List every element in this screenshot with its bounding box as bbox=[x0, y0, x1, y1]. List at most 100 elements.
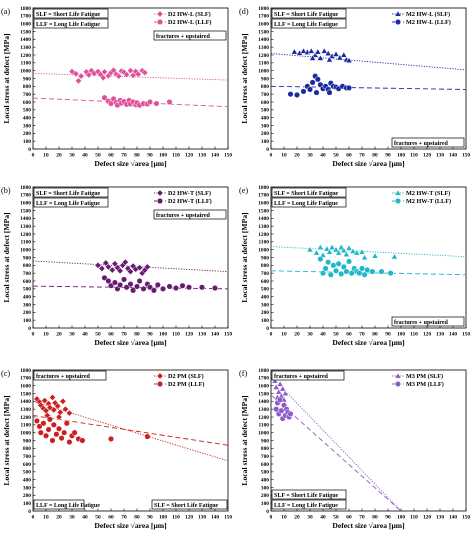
data-point bbox=[343, 268, 350, 275]
y-tick-label: 400 bbox=[23, 477, 31, 483]
y-axis-label: Local stress at defect [MPa] bbox=[2, 395, 11, 485]
y-tick-label: 1300 bbox=[20, 224, 31, 230]
y-axis-label: Local stress at defect [MPa] bbox=[240, 395, 249, 485]
data-point bbox=[371, 252, 379, 259]
y-tick-label: 1000 bbox=[20, 247, 31, 253]
data-point bbox=[154, 281, 161, 288]
data-point bbox=[141, 69, 149, 77]
data-point bbox=[293, 91, 301, 98]
x-tick-label: 10 bbox=[281, 515, 287, 521]
data-point bbox=[127, 268, 134, 276]
y-tick-label: 400 bbox=[261, 294, 269, 300]
x-tick-label: 10 bbox=[281, 332, 287, 338]
x-tick-label: 30 bbox=[307, 153, 313, 159]
x-tick-label: 110 bbox=[410, 515, 418, 521]
x-tick-label: 140 bbox=[211, 332, 219, 338]
data-point bbox=[172, 285, 180, 292]
trend-line bbox=[271, 375, 402, 511]
data-point bbox=[59, 397, 67, 405]
x-tick-label: 40 bbox=[82, 332, 88, 338]
legend-label: M2 HW-L (SLF) bbox=[406, 11, 450, 18]
x-tick-label: 140 bbox=[211, 515, 219, 521]
x-tick-label: 100 bbox=[159, 515, 167, 521]
data-point bbox=[85, 71, 93, 79]
note-box bbox=[33, 499, 85, 510]
legend: D2 HW-L (SLF)D2 HW-L (LLF) bbox=[154, 10, 211, 26]
x-tick-label: 0 bbox=[32, 153, 35, 159]
y-tick-label: 1400 bbox=[20, 37, 31, 43]
data-point bbox=[94, 261, 102, 269]
data-point bbox=[98, 265, 106, 272]
data-point bbox=[136, 264, 144, 272]
data-point bbox=[46, 404, 54, 412]
note-box bbox=[151, 499, 228, 510]
legend-marker bbox=[394, 372, 402, 379]
data-point bbox=[322, 265, 329, 272]
x-tick-label: 10 bbox=[43, 515, 49, 521]
data-point bbox=[50, 421, 57, 428]
data-point bbox=[144, 433, 151, 440]
data-point bbox=[49, 393, 56, 401]
y-tick-label: 100 bbox=[261, 318, 269, 324]
data-point bbox=[349, 247, 357, 254]
legend-marker bbox=[394, 189, 402, 196]
data-series bbox=[101, 274, 219, 294]
data-point bbox=[345, 258, 353, 265]
x-tick-label: 30 bbox=[69, 332, 75, 338]
y-tick-label: 900 bbox=[23, 438, 31, 444]
data-point bbox=[281, 389, 289, 397]
data-point bbox=[358, 265, 366, 272]
x-tick-label: 100 bbox=[159, 332, 167, 338]
x-tick-label: 30 bbox=[69, 153, 75, 159]
data-point bbox=[327, 271, 334, 278]
y-tick-label: 1600 bbox=[20, 21, 31, 27]
data-point bbox=[309, 79, 316, 86]
data-point bbox=[179, 282, 186, 289]
data-point bbox=[134, 70, 142, 78]
data-point bbox=[330, 262, 337, 269]
y-tick-label: 1700 bbox=[20, 376, 31, 382]
x-tick-label: 0 bbox=[270, 332, 273, 338]
data-point bbox=[72, 70, 80, 78]
data-point bbox=[104, 263, 112, 271]
data-point bbox=[62, 405, 69, 413]
data-point bbox=[77, 72, 85, 80]
x-tick-label: 10 bbox=[43, 332, 49, 338]
y-tick-label: 600 bbox=[261, 279, 269, 285]
llf-note: LLF = Long Life Fatigue bbox=[36, 22, 100, 28]
data-point bbox=[325, 56, 334, 63]
note-box bbox=[271, 197, 347, 208]
data-point bbox=[140, 285, 147, 292]
y-tick-label: 1400 bbox=[20, 216, 31, 222]
data-point bbox=[324, 49, 332, 57]
y-tick-label: 1000 bbox=[258, 247, 269, 253]
y-tick-label: 900 bbox=[261, 438, 269, 444]
chart-panel: 0100200300400500600700800900100011001200… bbox=[239, 368, 470, 530]
x-tick-label: 20 bbox=[294, 153, 300, 159]
fractures-note: fractures + upstaired bbox=[274, 374, 329, 380]
data-point bbox=[320, 47, 328, 54]
data-point bbox=[127, 67, 134, 75]
y-tick-label: 800 bbox=[23, 446, 31, 452]
note-box bbox=[33, 370, 107, 381]
y-tick-label: 200 bbox=[261, 310, 269, 316]
y-tick-label: 600 bbox=[23, 462, 31, 468]
x-tick-label: 20 bbox=[294, 332, 300, 338]
note-box bbox=[153, 209, 227, 220]
y-tick-label: 0 bbox=[28, 326, 31, 332]
note-box bbox=[391, 137, 465, 148]
y-tick-label: 800 bbox=[23, 263, 31, 269]
note-box bbox=[153, 30, 227, 41]
x-tick-label: 60 bbox=[346, 515, 352, 521]
x-tick-label: 150 bbox=[462, 153, 470, 159]
y-tick-label: 400 bbox=[23, 294, 31, 300]
data-point bbox=[120, 276, 128, 283]
x-tick-label: 70 bbox=[359, 153, 365, 159]
y-tick-label: 800 bbox=[261, 446, 269, 452]
data-point bbox=[276, 380, 284, 387]
y-axis-label: Local stress at defect [MPa] bbox=[2, 33, 11, 123]
y-tick-label: 800 bbox=[23, 84, 31, 90]
y-tick-label: 1100 bbox=[259, 61, 270, 67]
x-tick-label: 130 bbox=[436, 153, 444, 159]
data-point bbox=[306, 86, 314, 93]
